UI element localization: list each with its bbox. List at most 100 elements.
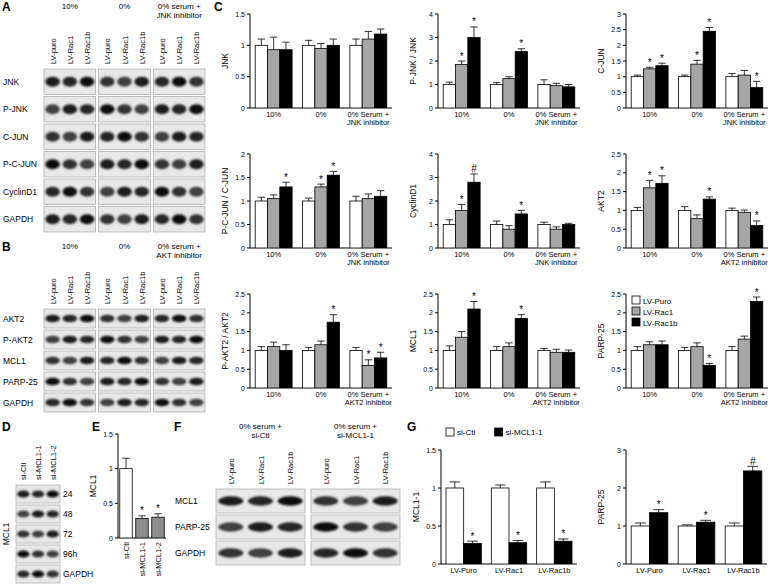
blot-strip bbox=[99, 179, 151, 205]
blot-band bbox=[80, 315, 94, 323]
error-bar-cap bbox=[658, 341, 665, 342]
lane-label: LV-Rac1 bbox=[121, 276, 130, 304]
blot-band bbox=[189, 132, 203, 142]
significance-mark: * bbox=[331, 304, 335, 315]
row-label: PARP-25 bbox=[3, 377, 38, 387]
blot-strip bbox=[99, 330, 151, 349]
bar: LV-Puro bbox=[443, 350, 455, 388]
y-axis bbox=[626, 154, 627, 248]
blot-band bbox=[155, 132, 169, 142]
blot-band bbox=[100, 378, 114, 386]
blot-band bbox=[155, 104, 169, 114]
bar: LV-Puro bbox=[255, 45, 267, 108]
blot-band bbox=[117, 214, 131, 224]
bar: LV-Puro bbox=[443, 225, 455, 249]
y-tick bbox=[623, 488, 626, 489]
y-tick-label: 0.5 bbox=[611, 366, 621, 373]
group-label: 0% serum +si-MCL1-1 bbox=[334, 422, 377, 440]
x-tick-label: 10% bbox=[454, 250, 469, 259]
blot-band bbox=[117, 187, 131, 197]
bar: LV-Rac1b bbox=[280, 187, 292, 248]
blot-band bbox=[17, 490, 29, 497]
chart: E00.511.5MCL1MCL1MCL1MCL1**si-Ctlsi-MCL1… bbox=[88, 420, 166, 577]
blot-band bbox=[373, 548, 398, 557]
blot-band bbox=[117, 159, 131, 169]
error-bar-stem bbox=[126, 458, 127, 468]
error-bar bbox=[505, 226, 512, 230]
error-bar-stem bbox=[321, 43, 322, 48]
blot-band bbox=[172, 214, 186, 224]
blot-band bbox=[172, 187, 186, 197]
significance-mark: * bbox=[366, 349, 370, 360]
lane-label: LV-Rac1b bbox=[192, 272, 201, 304]
blot-band bbox=[189, 336, 203, 344]
error-bar-stem bbox=[356, 196, 357, 201]
error-bar bbox=[446, 82, 453, 84]
blot-band bbox=[80, 104, 94, 114]
y-tick-label: 0.5 bbox=[235, 221, 245, 228]
error-bar bbox=[446, 220, 453, 225]
error-bar bbox=[658, 341, 665, 345]
error-bar bbox=[634, 75, 641, 77]
row-label: CyclinD1 bbox=[3, 187, 37, 197]
x-tick-label: 10% bbox=[642, 390, 657, 399]
error-bar-cap bbox=[681, 347, 688, 348]
lane-label: si-MCL1-1 bbox=[34, 445, 43, 480]
blot-band bbox=[134, 132, 148, 142]
error-bar bbox=[741, 336, 748, 339]
y-tick bbox=[623, 248, 626, 249]
y-tick-label: 1.5 bbox=[423, 328, 433, 335]
blot-band bbox=[47, 570, 59, 577]
significance-mark: * bbox=[755, 71, 759, 82]
error-bar bbox=[682, 525, 693, 526]
y-tick bbox=[623, 294, 626, 295]
error-bar bbox=[495, 485, 506, 488]
bar: LV-Rac1b bbox=[515, 52, 527, 108]
blot-strip bbox=[311, 541, 400, 565]
error-bar-stem bbox=[734, 523, 735, 526]
blot-band bbox=[47, 490, 59, 497]
significance-mark: * bbox=[460, 194, 464, 205]
row-label: MCL1 bbox=[3, 356, 26, 366]
error-bar-stem bbox=[473, 174, 474, 182]
y-tick-label: 2.5 bbox=[423, 291, 433, 298]
blot-band bbox=[248, 522, 273, 531]
x-tick-label: 0% Serum +JNK inhibitor bbox=[535, 110, 578, 127]
blot-band bbox=[134, 214, 148, 224]
error-bar bbox=[154, 514, 161, 517]
x-tick-label: 0% bbox=[316, 110, 327, 119]
significance-mark: * bbox=[660, 165, 664, 176]
error-bar-cap bbox=[682, 524, 693, 525]
plot-data: LV-PuroLV-PuroLV-PuroLV-Rac1LV-Rac1LV-Ra… bbox=[255, 315, 387, 388]
y-tick-label: 2 bbox=[429, 58, 433, 65]
chart: 00.511.522.5MCL1LV-PuroLV-PuroLV-PuroLV-… bbox=[408, 291, 580, 408]
error-bar-cap bbox=[505, 342, 512, 343]
significance-mark: * bbox=[519, 200, 523, 211]
significance-mark: # bbox=[750, 456, 756, 467]
y-tick-label: 1.5 bbox=[235, 11, 245, 18]
blot-band bbox=[45, 315, 59, 323]
blot-band bbox=[134, 399, 148, 407]
error-bar-stem bbox=[461, 332, 462, 338]
error-bar-cap bbox=[646, 341, 653, 342]
figure: A10%LV-puroLV-Rac1LV-Rac1b0%LV-puroLV-Ra… bbox=[0, 0, 777, 586]
y-tick bbox=[435, 37, 438, 38]
blot-panel: B10%LV-puroLV-Rac1LV-Rac1b0%LV-puroLV-Ra… bbox=[2, 240, 205, 412]
error-bar-cap bbox=[741, 70, 748, 71]
bar: LV-Puro bbox=[726, 77, 738, 108]
y-tick bbox=[115, 538, 118, 539]
error-bar-stem bbox=[661, 176, 662, 184]
error-bar-stem bbox=[649, 342, 650, 345]
x-tick-label: 0% Serum +AKT2 inhibitor bbox=[345, 390, 393, 407]
blot-band bbox=[63, 132, 77, 142]
plot-data: MCL1MCL1MCL1 bbox=[120, 458, 164, 538]
y-tick-label: 2 bbox=[241, 309, 245, 316]
chart: 00.511.522.5PARP-25LV-PuroLV-PuroLV-Puro… bbox=[596, 287, 768, 407]
chart: 00.511.522.5P-AKT2 / AKT2LV-PuroLV-PuroL… bbox=[220, 291, 392, 408]
blot-band bbox=[63, 357, 77, 365]
y-tick-label: 0.5 bbox=[611, 226, 621, 233]
row-label: MCL1 bbox=[175, 496, 198, 506]
y-tick-label: 0.5 bbox=[423, 366, 433, 373]
row-label: 72 bbox=[63, 529, 73, 539]
y-tick bbox=[247, 294, 250, 295]
